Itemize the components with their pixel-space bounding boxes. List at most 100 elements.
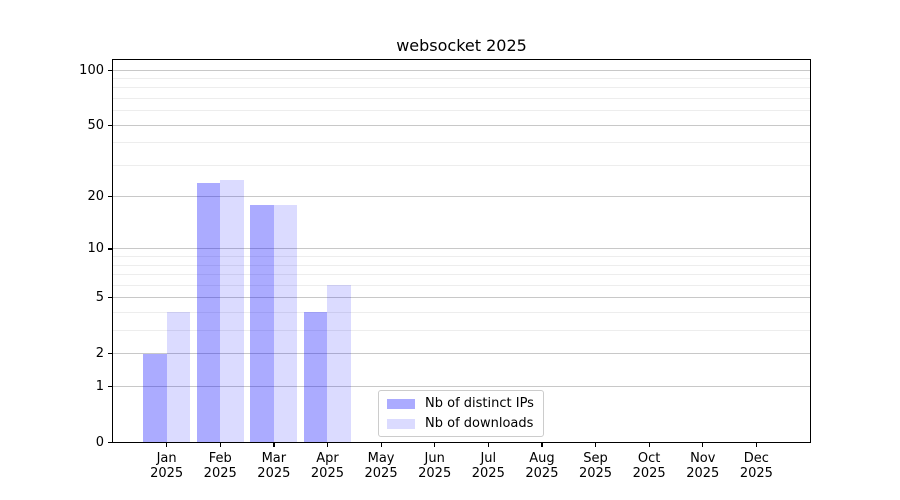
x-tick-month: Aug bbox=[529, 451, 555, 466]
x-tick-year: 2025 bbox=[739, 466, 773, 481]
bar-mar-distinct-ips bbox=[250, 204, 274, 442]
legend-label-downloads: Nb of downloads bbox=[425, 416, 534, 431]
x-tick-label-may: May 2025 bbox=[351, 451, 411, 481]
y-tick-label-1: 1 bbox=[95, 378, 104, 394]
gridline-major-10 bbox=[113, 248, 810, 250]
x-tick-label-sep: Sep 2025 bbox=[566, 451, 626, 481]
chart-title: websocket 2025 bbox=[396, 36, 527, 55]
gridline-major-50 bbox=[113, 124, 810, 126]
x-tick-month: Apr bbox=[316, 451, 339, 466]
x-tick-mark-dec bbox=[755, 443, 758, 447]
x-tick-month: Sep bbox=[583, 451, 608, 466]
legend-item-distinct-ips: Nb of distinct IPs bbox=[387, 396, 535, 411]
gridline-minor-60 bbox=[113, 110, 810, 112]
x-tick-year: 2025 bbox=[203, 466, 237, 481]
y-tick-mark-1 bbox=[108, 385, 112, 387]
gridline-major-2 bbox=[113, 353, 810, 354]
x-tick-month: Jan bbox=[156, 451, 177, 466]
x-tick-mark-jun bbox=[434, 443, 436, 447]
x-tick-month: May bbox=[367, 451, 395, 466]
legend-swatch-distinct-ips bbox=[387, 398, 415, 409]
x-tick-label-aug: Aug 2025 bbox=[512, 451, 572, 481]
gridline-major-5 bbox=[113, 297, 810, 299]
legend-swatch-downloads bbox=[387, 418, 415, 429]
x-tick-mark-aug bbox=[541, 443, 543, 447]
y-tick-label-2: 2 bbox=[95, 345, 104, 361]
x-tick-label-jun: Jun 2025 bbox=[405, 451, 465, 481]
x-tick-mark-sep bbox=[595, 443, 597, 447]
x-tick-label-apr: Apr 2025 bbox=[297, 451, 357, 481]
y-tick-mark-5 bbox=[108, 297, 112, 299]
x-tick-mark-may bbox=[380, 443, 382, 447]
bar-feb-distinct-ips bbox=[196, 182, 221, 442]
y-tick-label-100: 100 bbox=[79, 62, 104, 78]
x-tick-month: Oct bbox=[637, 451, 661, 466]
x-tick-label-feb: Feb 2025 bbox=[190, 451, 250, 481]
gridline-major-100 bbox=[113, 69, 810, 71]
x-tick-mark-nov bbox=[702, 443, 704, 447]
bar-apr-distinct-ips bbox=[303, 312, 328, 442]
x-tick-year: 2025 bbox=[418, 466, 452, 481]
x-tick-month: Mar bbox=[261, 451, 287, 466]
gridline-minor-4 bbox=[113, 311, 810, 313]
x-tick-label-mar: Mar 2025 bbox=[244, 451, 304, 481]
x-tick-year: 2025 bbox=[632, 466, 666, 481]
x-tick-year: 2025 bbox=[686, 466, 720, 481]
gridline-minor-70 bbox=[113, 98, 810, 100]
x-tick-month: Nov bbox=[690, 451, 716, 466]
gridline-minor-3 bbox=[113, 329, 810, 331]
y-tick-label-0: 0 bbox=[95, 434, 104, 450]
x-tick-month: Jun bbox=[424, 451, 445, 466]
x-tick-label-jan: Jan 2025 bbox=[137, 451, 197, 481]
bar-jan-distinct-ips bbox=[143, 353, 167, 442]
y-tick-mark-50 bbox=[108, 124, 112, 126]
gridline-minor-7 bbox=[113, 273, 810, 275]
legend-item-downloads: Nb of downloads bbox=[387, 416, 535, 431]
y-tick-mark-10 bbox=[108, 248, 112, 250]
y-tick-mark-20 bbox=[108, 196, 112, 198]
y-tick-mark-2 bbox=[108, 352, 112, 355]
plot-area bbox=[112, 59, 811, 443]
x-tick-mark-oct bbox=[648, 443, 650, 447]
x-tick-month: Jul bbox=[480, 451, 497, 466]
x-tick-label-nov: Nov 2025 bbox=[673, 451, 733, 481]
bar-jan-downloads bbox=[166, 312, 191, 442]
gridline-minor-40 bbox=[113, 142, 810, 144]
bar-apr-downloads bbox=[327, 285, 351, 442]
x-tick-mark-mar bbox=[273, 443, 275, 447]
x-tick-year: 2025 bbox=[257, 466, 291, 481]
x-tick-year: 2025 bbox=[525, 466, 559, 481]
gridline-minor-8 bbox=[113, 264, 810, 266]
x-tick-month: Dec bbox=[743, 451, 769, 466]
gridline-minor-80 bbox=[113, 87, 810, 89]
y-tick-label-50: 50 bbox=[87, 117, 104, 133]
y-tick-label-10: 10 bbox=[87, 241, 104, 257]
x-tick-mark-feb bbox=[219, 443, 221, 447]
x-tick-year: 2025 bbox=[578, 466, 613, 481]
x-tick-mark-apr bbox=[326, 443, 329, 447]
gridline-minor-30 bbox=[113, 164, 810, 166]
bar-mar-downloads bbox=[273, 204, 298, 442]
x-tick-label-jul: Jul 2025 bbox=[458, 451, 518, 481]
gridline-minor-90 bbox=[113, 78, 810, 80]
y-tick-label-20: 20 bbox=[87, 189, 104, 205]
y-tick-label-5: 5 bbox=[95, 290, 104, 306]
x-tick-month: Feb bbox=[208, 451, 232, 466]
legend: Nb of distinct IPs Nb of downloads bbox=[378, 390, 544, 437]
y-tick-mark-100 bbox=[108, 69, 112, 71]
x-tick-year: 2025 bbox=[471, 466, 505, 481]
x-tick-mark-jan bbox=[166, 443, 168, 447]
x-tick-label-oct: Oct 2025 bbox=[619, 451, 679, 481]
x-tick-label-dec: Dec 2025 bbox=[726, 451, 786, 481]
x-tick-year: 2025 bbox=[364, 466, 398, 481]
legend-label-distinct-ips: Nb of distinct IPs bbox=[425, 396, 534, 411]
y-tick-mark-0 bbox=[108, 441, 112, 443]
x-tick-mark-jul bbox=[487, 443, 489, 447]
gridline-major-1 bbox=[113, 385, 810, 387]
x-tick-year: 2025 bbox=[150, 466, 184, 481]
gridline-minor-6 bbox=[113, 284, 810, 286]
bar-feb-downloads bbox=[220, 179, 244, 442]
x-tick-year: 2025 bbox=[310, 466, 344, 481]
gridline-minor-9 bbox=[113, 256, 810, 257]
